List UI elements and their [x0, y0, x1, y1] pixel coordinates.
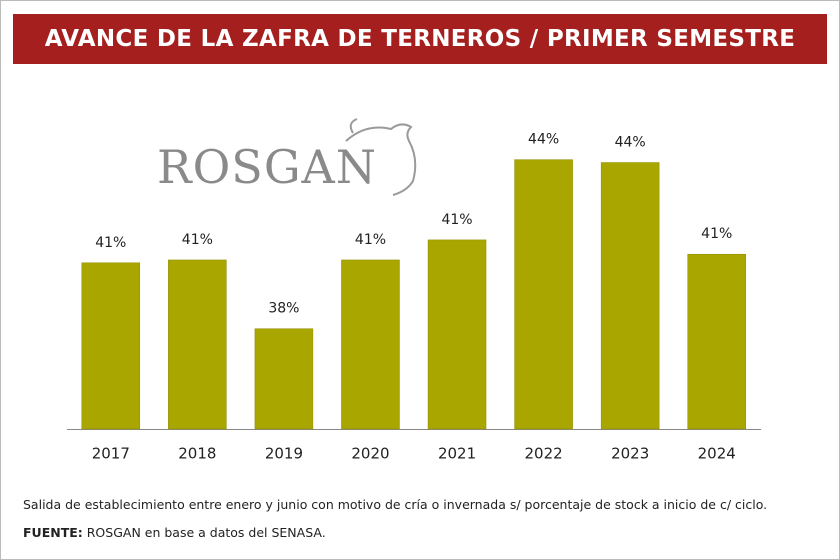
footnote: Salida de establecimiento entre enero y … — [23, 497, 768, 512]
source-text: ROSGAN en base a datos del SENASA. — [86, 525, 326, 540]
x-tick-label: 2018 — [178, 445, 216, 463]
value-label: 41% — [355, 232, 386, 248]
logo-icon — [345, 118, 417, 196]
bar — [81, 262, 141, 430]
bar — [341, 259, 400, 430]
value-label: 44% — [615, 135, 646, 151]
x-tick-label: 2020 — [351, 445, 389, 463]
value-label: 41% — [95, 235, 126, 251]
value-label: 44% — [528, 132, 559, 148]
bar — [514, 159, 573, 430]
bar — [427, 239, 487, 430]
x-tick-label: 2021 — [438, 445, 476, 463]
value-label: 41% — [182, 232, 213, 248]
source: FUENTE: ROSGAN en base a datos del SENAS… — [23, 525, 326, 540]
x-tick-label: 2019 — [265, 445, 303, 463]
logo: ROSGAN — [157, 140, 377, 194]
value-label: 41% — [701, 226, 732, 242]
x-tick-label: 2023 — [611, 445, 649, 463]
source-label: FUENTE: — [23, 525, 83, 540]
x-tick-label: 2017 — [92, 445, 130, 463]
x-tick-label: 2024 — [698, 445, 736, 463]
chart-title: AVANCE DE LA ZAFRA DE TERNEROS / PRIMER … — [13, 14, 827, 64]
x-tick-label: 2022 — [525, 445, 563, 463]
bar — [254, 328, 314, 430]
value-label: 38% — [268, 301, 299, 317]
bar — [600, 162, 660, 430]
bar — [687, 253, 746, 430]
value-label: 41% — [441, 212, 472, 228]
bar — [168, 259, 227, 430]
